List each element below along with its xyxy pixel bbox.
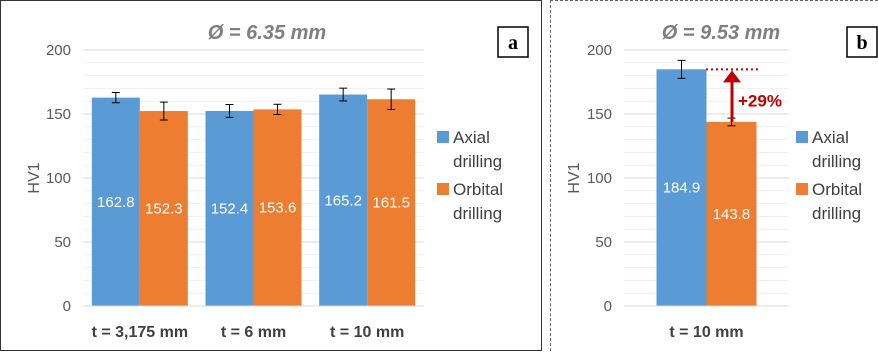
bar-orbital: [139, 111, 188, 306]
y-tick-label: 100: [46, 170, 71, 187]
chart-panel-b: 0 50 100 150 200 HV1 Ø = 9.53 mm 184.9 143.8 t = …: [550, 0, 878, 351]
bar-axial: [319, 94, 368, 306]
annotation-arrow-head: [723, 70, 741, 83]
legend-swatch: [796, 131, 808, 143]
chart-a-svg: 0 50 100 150 200 HV1 Ø = 6.35 mm 162.8 152.3 t = …: [26, 22, 529, 341]
legend-label: Axial: [453, 128, 490, 147]
legend-swatch: [437, 131, 449, 143]
legend-label: drilling: [453, 152, 502, 171]
bar-axial: [656, 69, 707, 306]
data-label: 143.8: [713, 206, 751, 223]
category-label: t = 10 mm: [669, 324, 743, 341]
y-tick-label: 0: [63, 298, 71, 315]
legend-label: Orbital: [453, 180, 503, 199]
y-tick-label: 50: [54, 234, 71, 251]
chart-title: Ø = 9.53 mm: [662, 22, 780, 44]
category-label: t = 3,175 mm: [92, 324, 189, 341]
chart-b-svg: 0 50 100 150 200 HV1 Ø = 9.53 mm 184.9 143.8 t = …: [566, 22, 878, 341]
panel-label-box: [846, 26, 878, 58]
legend-swatch: [437, 183, 449, 195]
panel-label: a: [508, 32, 518, 54]
bar-axial: [205, 110, 254, 306]
panel-label-box: [497, 26, 529, 58]
bar-orbital: [706, 121, 757, 306]
data-label: 162.8: [97, 194, 135, 211]
category-label: t = 6 mm: [221, 324, 286, 341]
legend-label: Orbital: [812, 180, 862, 199]
bar-orbital: [367, 99, 416, 306]
annotation-label: +29%: [738, 91, 782, 110]
panel-label: b: [856, 32, 867, 54]
data-label: 165.2: [324, 192, 362, 209]
data-label: 153.6: [259, 200, 297, 217]
data-label: 184.9: [663, 180, 701, 197]
legend-label: Axial: [812, 128, 849, 147]
data-label: 152.3: [145, 201, 183, 218]
data-label: 152.4: [211, 200, 249, 217]
y-axis-label: HV1: [566, 162, 583, 193]
data-label: 161.5: [372, 195, 410, 212]
legend-swatch: [796, 183, 808, 195]
chart-panel-a: 0 50 100 150 200 HV1 Ø = 6.35 mm 162.8 152.3 t = …: [0, 0, 542, 351]
y-tick-label: 150: [587, 106, 612, 123]
legend-label: drilling: [812, 152, 861, 171]
y-tick-label: 0: [604, 298, 612, 315]
y-tick-label: 100: [587, 170, 612, 187]
y-tick-label: 200: [587, 42, 612, 59]
y-tick-label: 50: [595, 234, 612, 251]
category-label: t = 10 mm: [330, 324, 404, 341]
y-tick-label: 150: [46, 106, 71, 123]
y-axis-label: HV1: [26, 162, 43, 193]
legend-label: drilling: [453, 204, 502, 223]
y-tick-label: 200: [46, 42, 71, 59]
legend-label: drilling: [812, 204, 861, 223]
chart-title: Ø = 6.35 mm: [208, 22, 326, 44]
bar-axial: [91, 97, 140, 306]
bar-orbital: [253, 109, 302, 306]
